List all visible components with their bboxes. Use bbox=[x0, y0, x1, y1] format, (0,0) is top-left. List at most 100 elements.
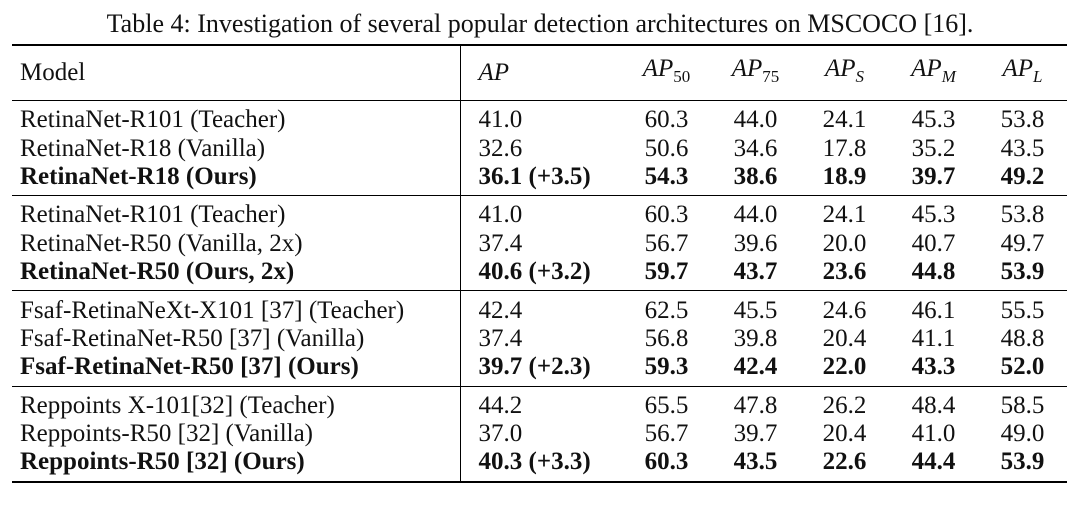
cell-ap75: 45.5 bbox=[711, 290, 800, 325]
cell-model: RetinaNet-R101 (Teacher) bbox=[12, 195, 460, 230]
cell-ap75: 44.0 bbox=[733, 106, 778, 134]
cell-model: Fsaf-RetinaNet-R50 [37] (Vanilla) bbox=[20, 324, 365, 352]
cell-ap50: 60.3 bbox=[622, 448, 711, 483]
cell-model: RetinaNet-R18 (Vanilla) bbox=[20, 134, 266, 162]
cell-apl: 53.8 bbox=[978, 195, 1067, 230]
row-group-1: RetinaNet-R101 (Teacher) 41.0 60.3 44.0 24.1… bbox=[12, 100, 1067, 196]
header-apm: APM bbox=[889, 44, 978, 101]
cell-aps: 22.6 bbox=[800, 448, 889, 483]
cell-apm: 46.1 bbox=[889, 290, 978, 325]
row-group-3: Fsaf-RetinaNeXt-X101 [37] (Teacher) 42.4 6… bbox=[12, 290, 1067, 387]
cell-apl: 53.9 bbox=[1000, 258, 1045, 286]
cell-apm: 41.0 bbox=[911, 420, 956, 448]
cell-ap50: 65.5 bbox=[622, 385, 711, 420]
cell-apl: 53.8 bbox=[1000, 106, 1045, 134]
cell-ap75: 42.4 bbox=[733, 353, 778, 381]
table-row: RetinaNet-R18 (Ours) 36.1 (+3.5) 54.3 38.6 1… bbox=[12, 162, 1067, 196]
header-ap75: AP75 bbox=[711, 44, 800, 101]
header-apl: APL bbox=[978, 44, 1067, 101]
header-ap50: AP50 bbox=[622, 44, 711, 101]
cell-ap50: 59.7 bbox=[644, 258, 689, 286]
cell-ap50: 60.3 bbox=[644, 106, 689, 134]
cell-aps: 22.0 bbox=[822, 353, 867, 381]
table-caption: Table 4: Investigation of several popula… bbox=[106, 9, 974, 38]
cell-ap75: 39.6 bbox=[733, 229, 778, 257]
cell-aps: 17.8 bbox=[822, 134, 867, 162]
cell-apm: 45.3 bbox=[911, 106, 956, 134]
cell-model: Fsaf-RetinaNeXt-X101 [37] (Teacher) bbox=[12, 290, 460, 325]
header-model: Model bbox=[12, 44, 460, 101]
cell-model: RetinaNet-R50 (Vanilla, 2x) bbox=[20, 229, 303, 257]
cell-model: Reppoints-R50 [32] (Ours) bbox=[12, 448, 460, 483]
cell-ap50: 56.7 bbox=[644, 420, 689, 448]
table-row: Fsaf-RetinaNet-R50 [37] (Ours) 39.7 (+2.3… bbox=[12, 353, 1067, 387]
cell-ap50: 60.3 bbox=[622, 195, 711, 230]
table-row: Reppoints X-101[32] (Teacher) 44.2 65.5 47.… bbox=[12, 385, 1067, 420]
cell-aps: 18.9 bbox=[822, 162, 867, 190]
cell-ap: 40.3 (+3.3) bbox=[459, 448, 622, 483]
cell-ap75: 39.8 bbox=[733, 324, 778, 352]
cell-apm: 43.3 bbox=[911, 353, 956, 381]
cell-ap75: 47.8 bbox=[711, 385, 800, 420]
table-row: RetinaNet-R101 (Teacher) 41.0 60.3 44.0 24.1… bbox=[12, 195, 1067, 230]
cell-ap: 36.1 (+3.5) bbox=[459, 162, 622, 196]
row-group-4: Reppoints X-101[32] (Teacher) 44.2 65.5 47.… bbox=[12, 385, 1067, 483]
cell-apm: 39.7 bbox=[911, 162, 956, 190]
cell-ap75: 38.6 bbox=[733, 162, 778, 190]
cell-aps: 20.4 bbox=[822, 324, 867, 352]
cell-ap75: 43.5 bbox=[711, 448, 800, 483]
cell-apl: 49.0 bbox=[1000, 420, 1045, 448]
cell-ap: 42.4 bbox=[459, 290, 622, 325]
cell-ap: 41.0 bbox=[459, 100, 622, 135]
cell-ap: 32.6 bbox=[459, 134, 622, 163]
cell-ap: 37.4 bbox=[459, 229, 622, 258]
cell-aps: 24.6 bbox=[800, 290, 889, 325]
cell-apl: 53.9 bbox=[978, 448, 1067, 483]
cell-ap75: 34.6 bbox=[733, 134, 778, 162]
cell-aps: 20.0 bbox=[822, 229, 867, 257]
cell-model: Reppoints-R50 [32] (Vanilla) bbox=[20, 420, 314, 448]
table-row: Fsaf-RetinaNeXt-X101 [37] (Teacher) 42.4 6… bbox=[12, 290, 1067, 325]
cell-ap75: 39.7 bbox=[733, 420, 778, 448]
cell-ap50: 56.8 bbox=[644, 324, 689, 352]
cell-apl: 55.5 bbox=[978, 290, 1067, 325]
table-row: RetinaNet-R18 (Vanilla) 32.6 50.6 34.6 17.8 3… bbox=[12, 134, 1067, 163]
cell-model: Reppoints X-101[32] (Teacher) bbox=[12, 385, 460, 420]
cell-ap: 37.0 bbox=[459, 419, 622, 449]
table-row: RetinaNet-R101 (Teacher) 41.0 60.3 44.0 24.1… bbox=[12, 100, 1067, 135]
cell-model: RetinaNet-R18 (Ours) bbox=[20, 162, 257, 190]
header-row: Model AP AP50 AP75 APS APM APL bbox=[12, 44, 1067, 101]
cell-aps: 24.1 bbox=[800, 195, 889, 230]
header-ap: AP bbox=[459, 44, 622, 101]
cell-ap50: 50.6 bbox=[644, 134, 689, 162]
cell-ap: 40.6 (+3.2) bbox=[459, 257, 622, 291]
results-table: Model AP AP50 AP75 APS APM APL RetinaNet… bbox=[12, 44, 1067, 483]
cell-ap: 44.2 bbox=[459, 385, 622, 420]
cell-apm: 35.2 bbox=[911, 134, 956, 162]
cell-ap: 37.4 bbox=[459, 324, 622, 354]
header-aps: APS bbox=[800, 44, 889, 101]
cell-ap50: 62.5 bbox=[622, 290, 711, 325]
cell-apl: 49.7 bbox=[1000, 229, 1045, 257]
table-row: Reppoints-R50 [32] (Ours) 40.3 (+3.3) 60.3… bbox=[12, 448, 1067, 483]
cell-apm: 40.7 bbox=[911, 229, 956, 257]
cell-apl: 58.5 bbox=[978, 385, 1067, 420]
cell-apm: 41.1 bbox=[911, 324, 956, 352]
table-row: Reppoints-R50 [32] (Vanilla) 37.0 56.7 39.7… bbox=[12, 419, 1067, 449]
cell-aps: 20.4 bbox=[822, 420, 867, 448]
cell-apm: 48.4 bbox=[889, 385, 978, 420]
cell-ap50: 54.3 bbox=[644, 162, 689, 190]
cell-ap75: 44.0 bbox=[711, 195, 800, 230]
cell-aps: 26.2 bbox=[800, 385, 889, 420]
cell-apm: 44.4 bbox=[889, 448, 978, 483]
table-row: RetinaNet-R50 (Vanilla, 2x) 37.4 56.7 39.6 2… bbox=[12, 229, 1067, 258]
cell-apl: 43.5 bbox=[1000, 134, 1045, 162]
cell-ap75: 43.7 bbox=[733, 258, 778, 286]
cell-model: Fsaf-RetinaNet-R50 [37] (Ours) bbox=[20, 353, 359, 381]
cell-ap50: 56.7 bbox=[644, 229, 689, 257]
cell-apl: 52.0 bbox=[1000, 353, 1045, 381]
cell-ap: 39.7 (+2.3) bbox=[459, 353, 622, 387]
cell-apl: 49.2 bbox=[1000, 162, 1045, 190]
cell-aps: 24.1 bbox=[822, 106, 867, 134]
row-group-2: RetinaNet-R101 (Teacher) 41.0 60.3 44.0 24.1… bbox=[12, 195, 1067, 291]
